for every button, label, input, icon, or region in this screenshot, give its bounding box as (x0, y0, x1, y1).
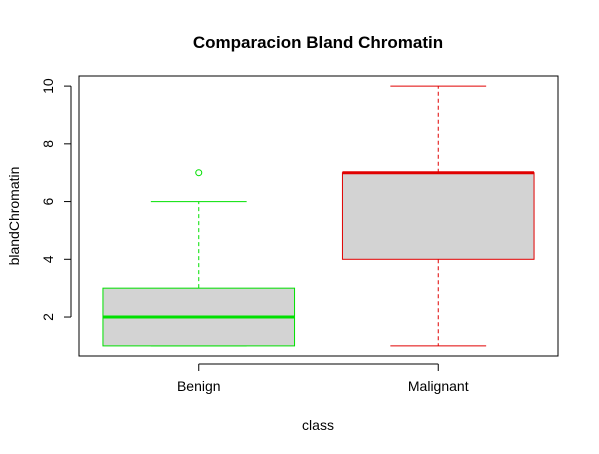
box-benign (102, 169, 296, 347)
y-axis: 2 4 6 8 10 (40, 78, 72, 321)
boxes (102, 85, 535, 347)
outlier-point (195, 169, 203, 177)
y-tick-label: 10 (40, 78, 56, 94)
y-tick-label: 6 (40, 197, 56, 205)
y-axis-label: blandChromatin (6, 167, 22, 266)
y-tick-label: 4 (40, 255, 56, 263)
y-tick-label: 8 (40, 140, 56, 148)
box-malignant (341, 85, 535, 347)
plot-frame (78, 75, 559, 357)
iqr-box (341, 172, 535, 260)
x-tick-label: Malignant (408, 378, 469, 394)
x-axis-label: class (302, 417, 334, 433)
y-tick-label: 2 (40, 313, 56, 321)
chart-title: Comparacion Bland Chromatin (193, 33, 443, 52)
x-tick-label: Benign (177, 378, 221, 394)
x-axis: Benign Malignant (177, 363, 469, 394)
